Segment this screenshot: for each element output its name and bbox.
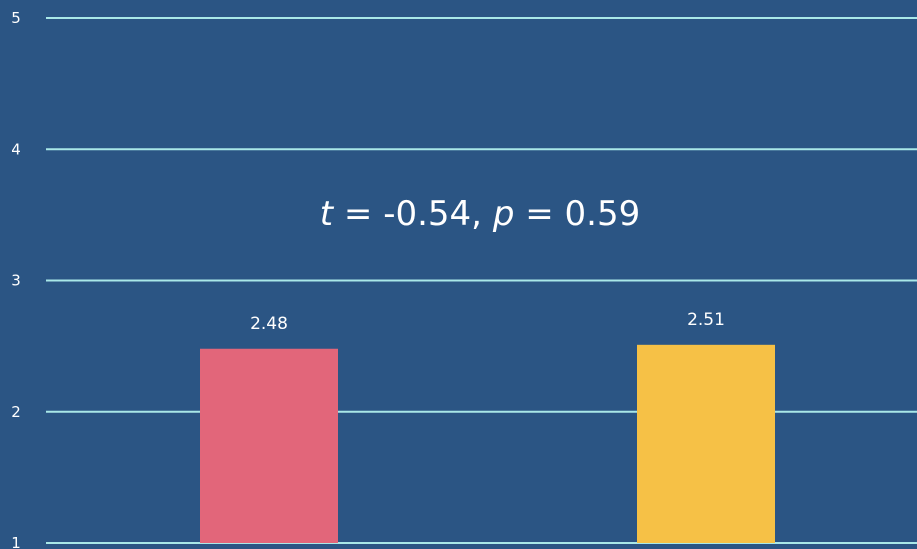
y-tick-label-2: 2	[11, 403, 21, 421]
bar-1	[200, 348, 338, 543]
p-symbol: p	[492, 194, 515, 234]
y-tick-label-1: 1	[11, 534, 21, 549]
data-label-2: 2.51	[687, 310, 725, 330]
y-tick-label-4: 4	[11, 140, 21, 158]
t-value: = -0.54,	[333, 194, 493, 234]
stat-annotation: t = -0.54, p = 0.59	[320, 194, 640, 234]
data-label-1: 2.48	[250, 314, 288, 334]
bars	[200, 344, 775, 543]
y-tick-label-3: 3	[11, 272, 21, 290]
data-labels: 2.48 2.51	[250, 310, 725, 334]
p-value: = 0.59	[514, 194, 640, 234]
y-tick-label-5: 5	[11, 9, 21, 27]
y-axis-tick-labels: 1 2 3 4 5	[11, 9, 21, 549]
t-symbol: t	[320, 194, 335, 234]
bar-2	[637, 344, 775, 543]
